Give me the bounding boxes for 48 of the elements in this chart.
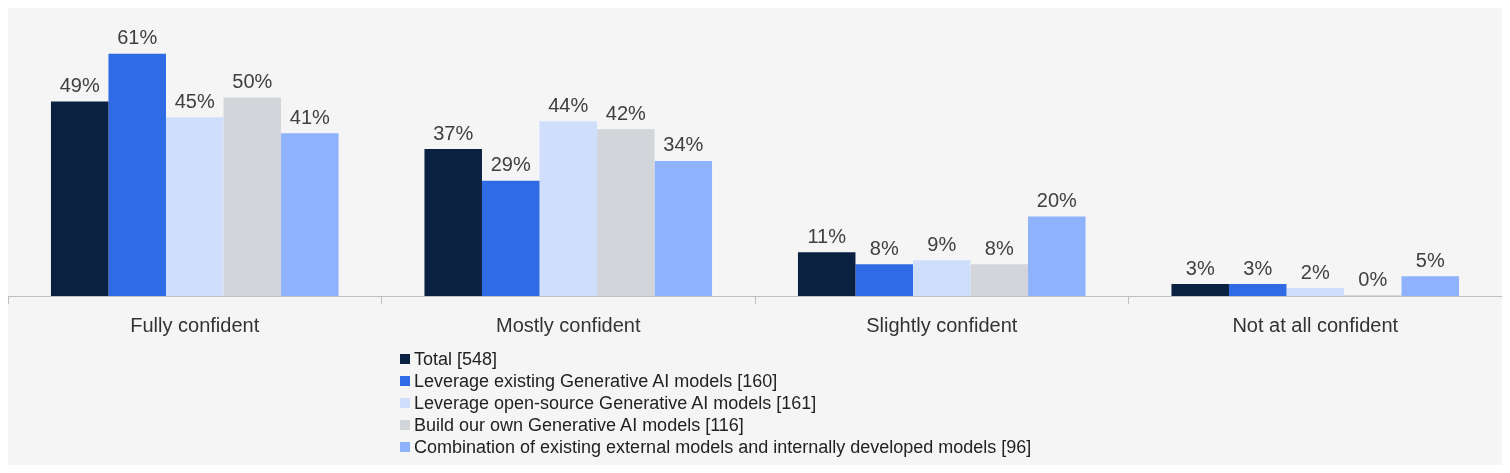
bar <box>223 97 282 296</box>
legend-label: Build our own Generative AI models [116] <box>414 414 744 436</box>
data-label: 5% <box>1415 248 1445 271</box>
bar <box>797 252 856 296</box>
data-label: 41% <box>289 105 331 128</box>
data-label: 11% <box>807 224 847 247</box>
bar <box>855 264 913 296</box>
legend-label: Leverage open-source Generative AI models [161] <box>414 392 817 414</box>
data-label: 45% <box>174 89 215 112</box>
legend-label: Combination of existing external models and internally developed models [96] <box>414 436 1032 458</box>
data-label: 34% <box>663 133 704 156</box>
data-label: 50% <box>232 69 273 92</box>
data-label: 2% <box>1300 260 1330 283</box>
x-tick-label: Mostly confident <box>495 313 641 336</box>
data-label: 61% <box>117 26 158 49</box>
x-tick-label: Slightly confident <box>866 313 1018 336</box>
x-tick-label: Not at all confident <box>1232 313 1399 336</box>
legend-label: Leverage existing Generative AI models [160] <box>414 370 778 392</box>
data-label: 0% <box>1358 267 1388 290</box>
data-label: 9% <box>927 232 957 255</box>
bar <box>654 160 713 296</box>
bar <box>281 133 339 296</box>
bar <box>165 117 224 296</box>
data-label: 3% <box>1185 256 1215 279</box>
data-label: 29% <box>490 153 531 176</box>
data-label: 20% <box>1036 189 1078 212</box>
bar <box>108 53 166 296</box>
bar <box>1171 284 1229 296</box>
data-label: 49% <box>59 73 100 96</box>
bar <box>424 149 482 296</box>
bar <box>1028 216 1086 296</box>
x-tick-label: Fully confident <box>130 313 260 336</box>
bar <box>597 129 655 296</box>
bar <box>1286 288 1345 296</box>
legend-label: Total [548] <box>414 348 498 370</box>
data-label: 8% <box>984 236 1014 259</box>
bar <box>481 180 540 296</box>
bar <box>1228 284 1287 296</box>
data-label: 8% <box>869 236 899 259</box>
bar <box>50 101 109 296</box>
data-label: 3% <box>1243 256 1273 279</box>
bar <box>970 264 1029 296</box>
bar <box>539 121 598 296</box>
data-label: 37% <box>433 121 474 144</box>
data-label: 42% <box>605 101 646 124</box>
data-label: 44% <box>548 93 589 116</box>
bar <box>1401 276 1460 296</box>
bar <box>912 260 971 296</box>
